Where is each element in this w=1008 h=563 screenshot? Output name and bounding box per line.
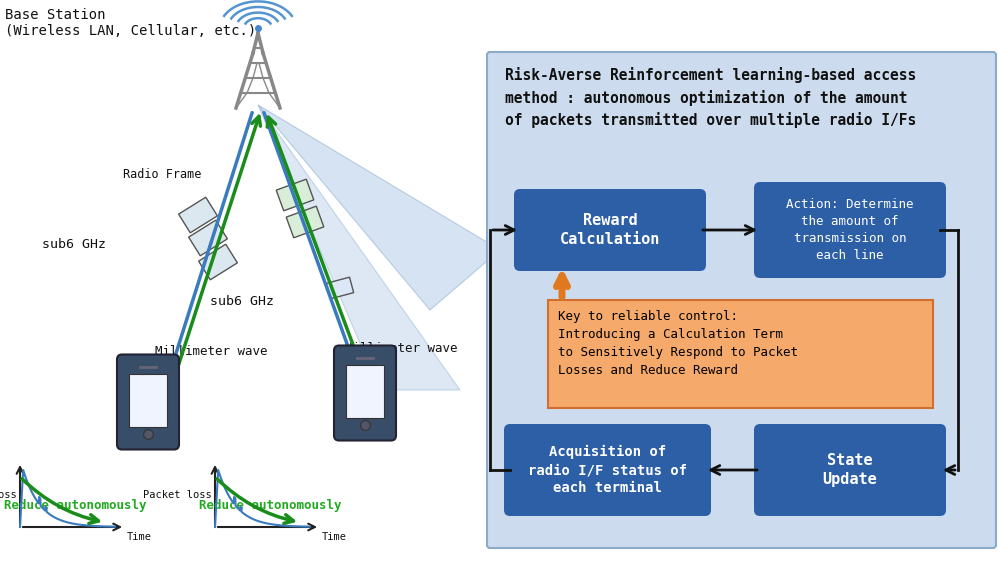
Text: Action: Determine
the amount of
transmission on
each line: Action: Determine the amount of transmis… — [786, 198, 913, 262]
FancyBboxPatch shape — [117, 355, 179, 449]
Polygon shape — [258, 105, 460, 390]
Text: Time: Time — [127, 532, 152, 542]
Text: Millimeter wave: Millimeter wave — [345, 342, 458, 355]
Text: Key to reliable control:
Introducing a Calculation Term
to Sensitively Respond t: Key to reliable control: Introducing a C… — [558, 310, 798, 377]
Polygon shape — [258, 105, 500, 310]
Text: Reduce autonomously: Reduce autonomously — [4, 498, 146, 512]
Polygon shape — [178, 197, 218, 233]
FancyBboxPatch shape — [754, 182, 946, 278]
Polygon shape — [327, 277, 354, 299]
Polygon shape — [199, 244, 238, 280]
Text: State
Update: State Update — [823, 453, 877, 488]
FancyBboxPatch shape — [514, 189, 706, 271]
FancyBboxPatch shape — [548, 300, 933, 408]
Text: sub6 GHz: sub6 GHz — [42, 238, 106, 251]
Text: Packet loss: Packet loss — [143, 489, 212, 499]
Polygon shape — [276, 179, 313, 211]
FancyBboxPatch shape — [346, 364, 384, 418]
FancyBboxPatch shape — [129, 373, 167, 427]
Polygon shape — [286, 206, 324, 238]
Text: Base Station
(Wireless LAN, Cellular, etc.): Base Station (Wireless LAN, Cellular, et… — [5, 8, 256, 38]
FancyBboxPatch shape — [754, 424, 946, 516]
Text: Millimeter wave: Millimeter wave — [155, 345, 267, 358]
Text: Radio Frame: Radio Frame — [123, 168, 202, 181]
Text: Packet loss: Packet loss — [0, 489, 17, 499]
Text: Time: Time — [322, 532, 347, 542]
FancyBboxPatch shape — [504, 424, 711, 516]
Polygon shape — [188, 220, 228, 256]
Text: sub6 GHz: sub6 GHz — [210, 295, 274, 308]
Text: Acquisition of
radio I/F status of
each terminal: Acquisition of radio I/F status of each … — [528, 445, 687, 495]
Text: Risk-Averse Reinforcement learning-based access
method : autonomous optimization: Risk-Averse Reinforcement learning-based… — [505, 67, 916, 128]
FancyBboxPatch shape — [487, 52, 996, 548]
Text: Reward
Calculation: Reward Calculation — [559, 213, 660, 247]
Text: Reduce autonomously: Reduce autonomously — [199, 498, 342, 512]
FancyBboxPatch shape — [334, 346, 396, 440]
